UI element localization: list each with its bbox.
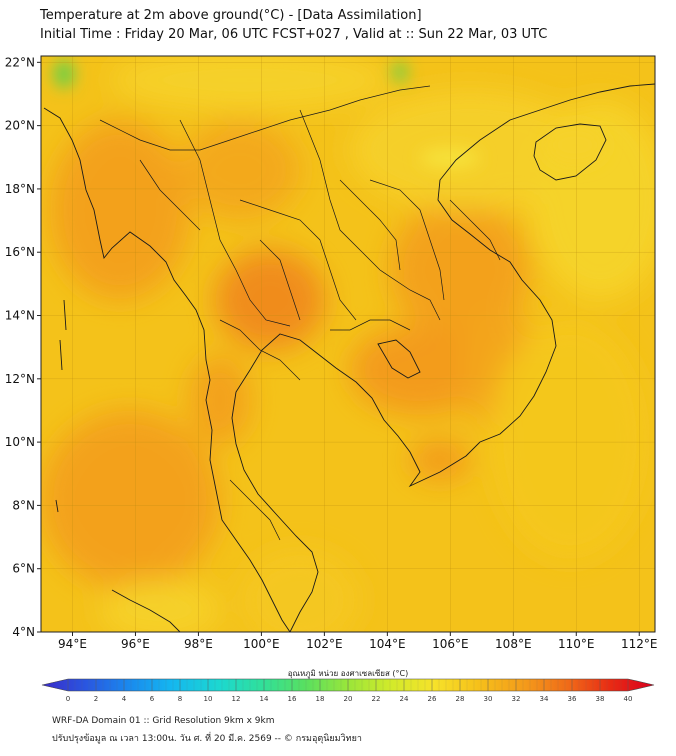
hainan-coastline	[533, 123, 607, 181]
lon-tick-label: 100°E	[243, 637, 280, 651]
colorbar-label: 8	[178, 695, 182, 703]
lon-tick-label: 108°E	[495, 637, 532, 651]
colorbar-label: 38	[596, 695, 605, 703]
colorbar-label: 22	[372, 695, 381, 703]
south-coastline	[111, 589, 181, 632]
map-frame	[40, 55, 656, 633]
tonle-sap-outline	[377, 339, 421, 379]
lon-tick-label: 112°E	[621, 637, 658, 651]
colorbar-label: 30	[484, 695, 493, 703]
colorbar-label: 16	[288, 695, 297, 703]
colorbar-label: 10	[204, 695, 213, 703]
colorbar-label: 6	[150, 695, 155, 703]
coastlines	[43, 83, 655, 632]
colorbar-label: 0	[66, 695, 70, 703]
lon-tick-label: 98°E	[184, 637, 213, 651]
lon-tick-label: 110°E	[558, 637, 595, 651]
lat-tick-label: 14°N	[5, 309, 35, 323]
administrative-borders	[99, 85, 501, 541]
lat-tick-label: 18°N	[5, 182, 35, 196]
latitude-axis: 22°N 20°N 18°N 16°N 14°N 12°N 10°N 8°N 6°N 4°N	[5, 55, 41, 639]
lat-tick-label: 22°N	[5, 55, 35, 69]
colorbar-label: 26	[428, 695, 437, 703]
map-title: Temperature at 2m above ground(°C) - [Da…	[40, 8, 422, 23]
lon-tick-label: 106°E	[432, 637, 469, 651]
colorbar-label: 2	[94, 695, 98, 703]
lat-tick-label: 12°N	[5, 372, 35, 386]
lat-tick-label: 4°N	[12, 625, 35, 639]
lat-tick-label: 6°N	[12, 562, 35, 576]
colorbar-label: 34	[540, 695, 549, 703]
lon-tick-label: 104°E	[369, 637, 406, 651]
colorbar-label: 4	[122, 695, 127, 703]
lat-tick-label: 8°N	[12, 498, 35, 512]
colorbar-title: อุณหภูมิ หน่วย องศาเซลเซียส (°C)	[288, 669, 409, 679]
colorbar-label: 40	[624, 695, 633, 703]
longitude-axis: 94°E 96°E 98°E 100°E 102°E 104°E 106°E 108°E 110…	[58, 632, 658, 651]
colorbar-label: 36	[568, 695, 577, 703]
colorbar: อุณหภูมิ หน่วย องศาเซลเซียส (°C) 0 2 4 6 8 10…	[41, 669, 655, 703]
graticule	[41, 56, 655, 632]
colorbar-label: 14	[260, 695, 269, 703]
colorbar-label: 12	[232, 695, 241, 703]
lat-tick-label: 20°N	[5, 119, 35, 133]
temperature-field	[41, 56, 655, 632]
gulf-coastline	[231, 83, 655, 632]
lon-tick-label: 94°E	[58, 637, 87, 651]
west-coastline	[43, 107, 291, 632]
colorbar-ticks: 0 2 4 6 8 10 12 14 16 18 20 22 24 26 28 30 32 34 36 38 40	[66, 679, 633, 703]
colorbar-label: 20	[344, 695, 353, 703]
colorbar-label: 32	[512, 695, 521, 703]
colorbar-label: 28	[456, 695, 465, 703]
lon-tick-label: 102°E	[306, 637, 343, 651]
andaman-islands	[55, 299, 67, 513]
lon-tick-label: 96°E	[121, 637, 150, 651]
footer-line-1: WRF-DA Domain 01 :: Grid Resolution 9km …	[52, 716, 275, 726]
lat-tick-label: 16°N	[5, 245, 35, 259]
colorbar-label: 24	[400, 695, 409, 703]
footer-line-2: ปรับปรุงข้อมูล ณ เวลา 13:00น. วัน ศ. ที่…	[52, 734, 362, 744]
lat-tick-label: 10°N	[5, 435, 35, 449]
colorbar-label: 18	[316, 695, 325, 703]
map-subtitle: Initial Time : Friday 20 Mar, 06 UTC FCS…	[40, 27, 548, 42]
